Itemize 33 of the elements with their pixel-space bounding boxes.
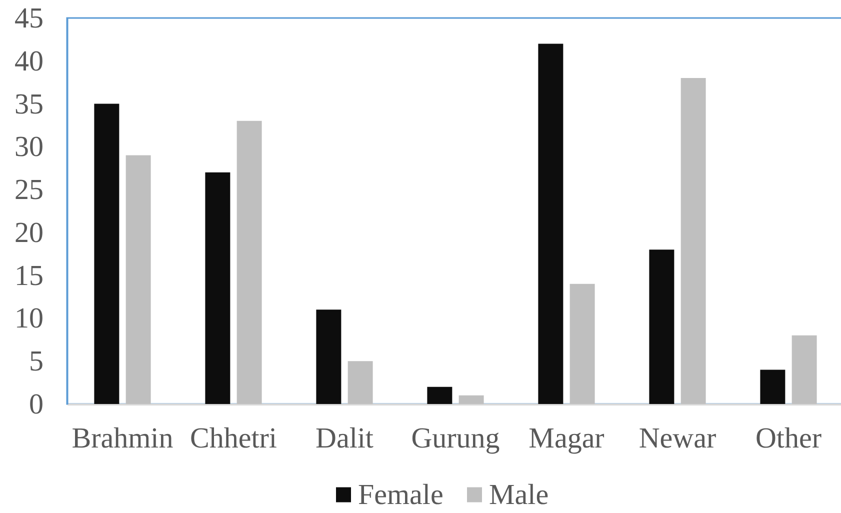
bar	[760, 370, 786, 404]
bar	[94, 104, 120, 404]
y-tick-label: 10	[14, 302, 44, 335]
bar	[316, 310, 342, 404]
bar	[538, 44, 564, 404]
bar	[126, 155, 151, 404]
bar	[205, 172, 230, 404]
bar	[458, 395, 484, 404]
y-tick-label: 0	[29, 388, 44, 420]
y-tick-label: 40	[14, 45, 44, 78]
bar	[427, 386, 452, 404]
y-tick-label: 45	[14, 2, 44, 34]
bar	[680, 78, 706, 404]
bar	[348, 361, 373, 404]
bar	[236, 120, 262, 404]
y-tick-label: 25	[14, 174, 44, 206]
y-tick-label: 20	[14, 216, 44, 249]
x-tick-label: Magar	[528, 422, 605, 454]
x-tick-label: Dalit	[316, 422, 374, 454]
y-tick-label: 15	[14, 260, 44, 292]
x-tick-label: Brahmin	[72, 422, 174, 454]
x-tick-label: Newar	[638, 422, 716, 454]
bar	[792, 335, 817, 404]
y-tick-label: 5	[29, 346, 44, 378]
y-tick-label: 35	[14, 88, 44, 120]
bar	[649, 250, 674, 404]
x-tick-label: Other	[755, 422, 822, 454]
x-tick-label: Gurung	[411, 422, 500, 454]
x-tick-label: Chhetri	[190, 422, 277, 454]
y-tick-label: 30	[14, 131, 44, 164]
legend-label: Male	[489, 478, 549, 511]
bar	[570, 284, 595, 404]
legend-label: Female	[358, 478, 444, 511]
